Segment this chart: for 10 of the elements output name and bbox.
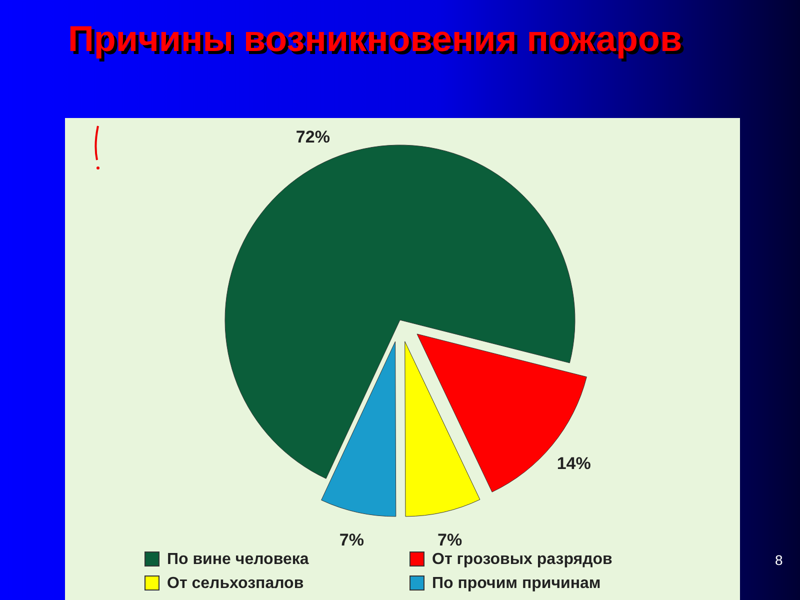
data-label: 14% xyxy=(556,454,591,473)
data-label: 7% xyxy=(339,530,364,550)
legend-label: От сельхозпалов xyxy=(167,575,304,592)
legend-label: По вине человека xyxy=(167,551,309,568)
chart-title: Причины возникновения пожаров xyxy=(68,18,684,60)
data-label: 7% xyxy=(438,530,462,550)
text: 8 xyxy=(775,552,783,568)
data-label: 72% xyxy=(296,128,330,147)
legend-label: От грозовых разрядов xyxy=(432,551,613,568)
legend-label: По прочим причинам xyxy=(432,575,601,592)
